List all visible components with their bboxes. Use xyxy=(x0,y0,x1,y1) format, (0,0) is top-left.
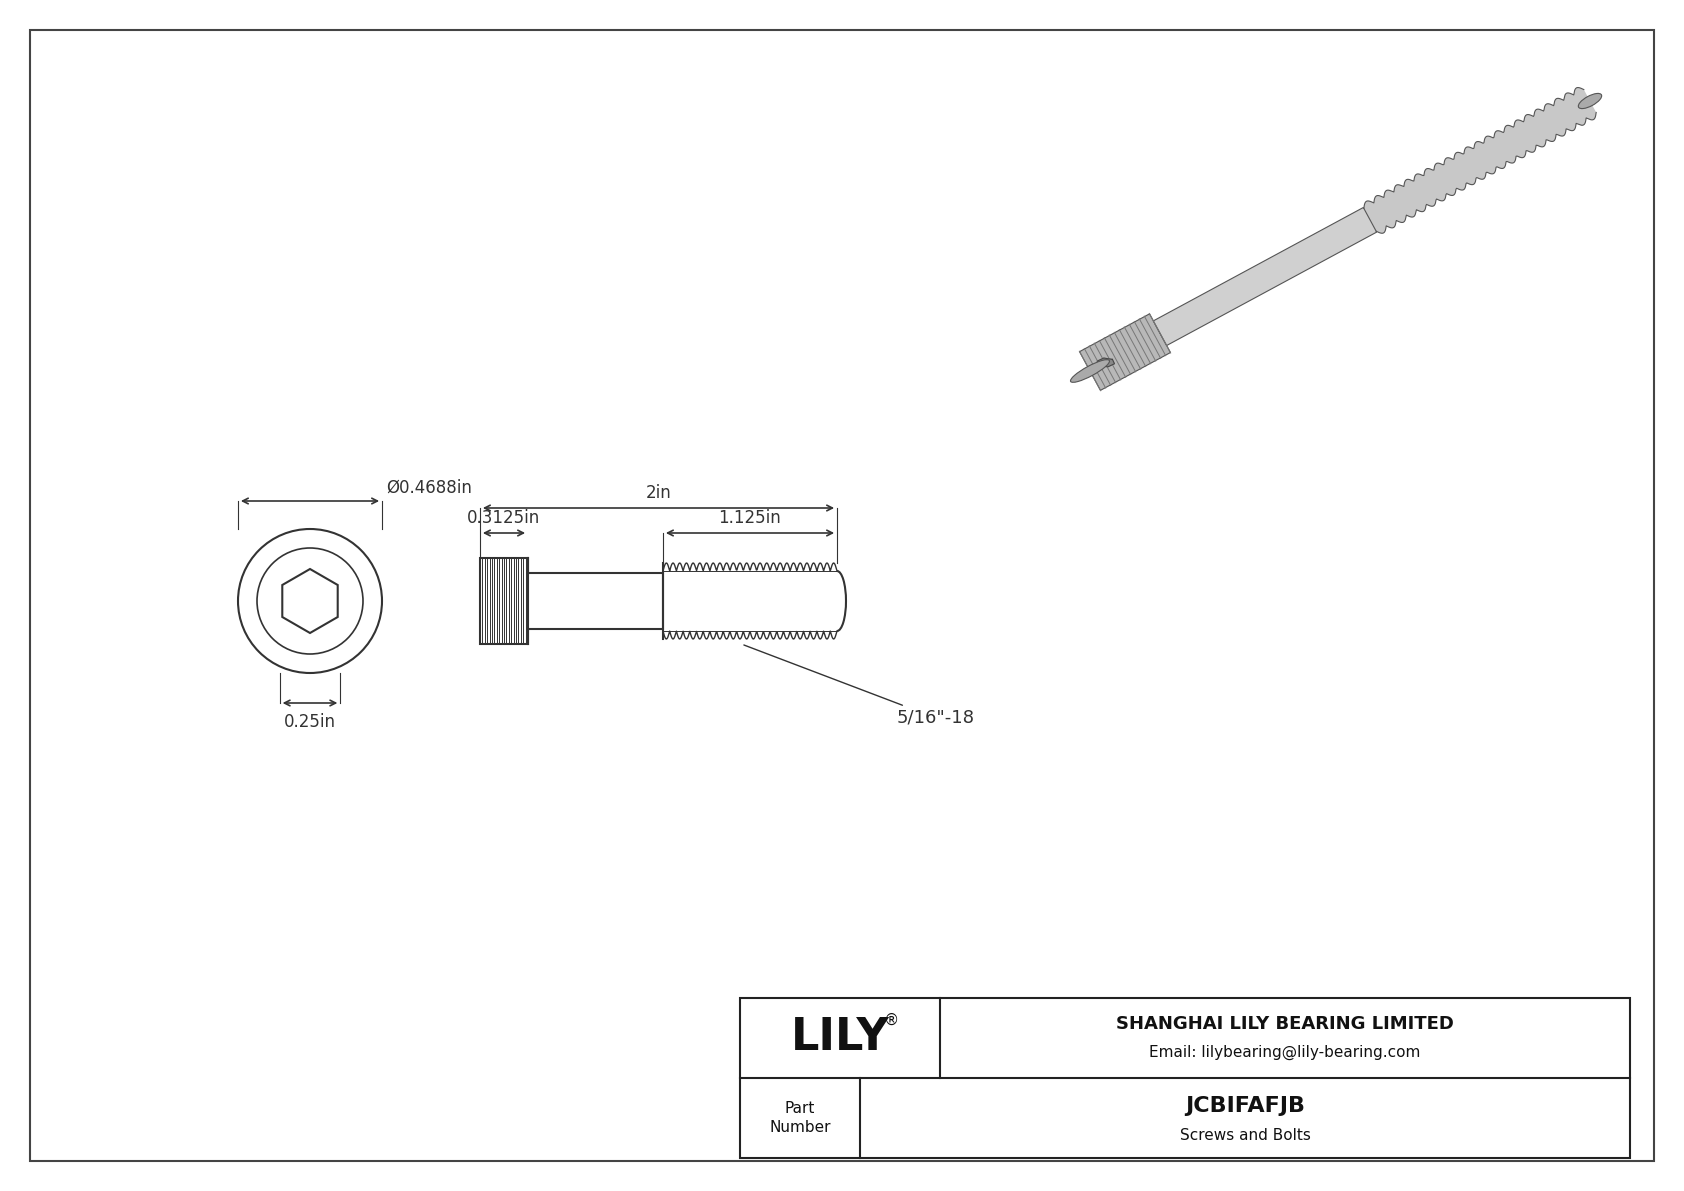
Polygon shape xyxy=(1154,207,1376,345)
Polygon shape xyxy=(663,563,837,640)
Text: Email: lilybearing@lily-bearing.com: Email: lilybearing@lily-bearing.com xyxy=(1148,1045,1421,1060)
Text: ®: ® xyxy=(884,1012,899,1028)
Text: 2in: 2in xyxy=(645,484,672,501)
Polygon shape xyxy=(1079,314,1170,391)
Bar xyxy=(529,573,663,629)
Text: 0.3125in: 0.3125in xyxy=(468,509,541,526)
Ellipse shape xyxy=(1578,93,1601,108)
Text: Screws and Bolts: Screws and Bolts xyxy=(1179,1128,1310,1143)
Text: 1.125in: 1.125in xyxy=(719,509,781,526)
Text: Ø0.4688in: Ø0.4688in xyxy=(386,479,472,497)
Bar xyxy=(739,998,1630,1158)
Text: Part
Number: Part Number xyxy=(770,1100,830,1135)
Text: JCBIFAFJB: JCBIFAFJB xyxy=(1186,1096,1305,1116)
Polygon shape xyxy=(1098,358,1115,367)
Polygon shape xyxy=(1364,88,1596,233)
Text: 5/16"-18: 5/16"-18 xyxy=(744,646,975,727)
Text: SHANGHAI LILY BEARING LIMITED: SHANGHAI LILY BEARING LIMITED xyxy=(1116,1015,1453,1033)
Text: 0.25in: 0.25in xyxy=(285,713,337,731)
Bar xyxy=(480,559,529,644)
Ellipse shape xyxy=(1071,360,1110,382)
Text: LILY: LILY xyxy=(791,1016,889,1060)
